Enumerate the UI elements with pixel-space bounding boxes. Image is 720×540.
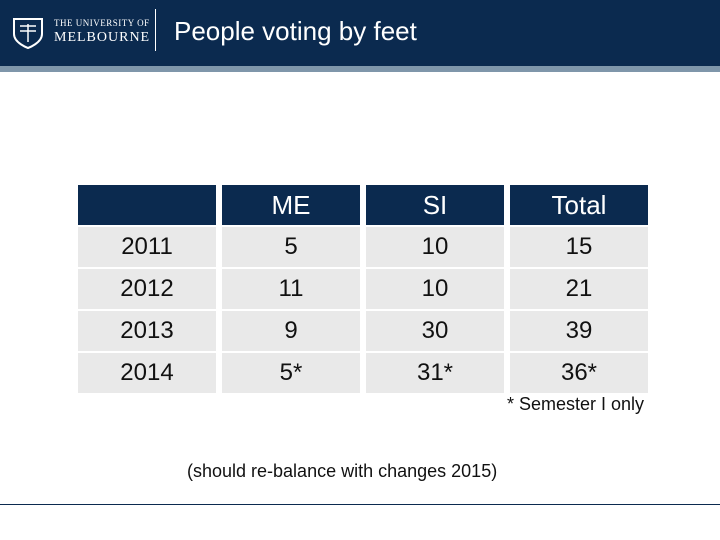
header-bar: THE UNIVERSITY OF MELBOURNE People votin… — [0, 0, 720, 66]
table-row: 2012 11 10 21 — [78, 268, 648, 311]
university-logo: THE UNIVERSITY OF MELBOURNE — [10, 12, 150, 54]
table-cell: 30 — [366, 310, 504, 353]
table-cell: 15 — [510, 226, 648, 269]
table-row: 2011 5 10 15 — [78, 226, 648, 269]
table-cell: 5* — [222, 352, 360, 395]
table-cell: 5 — [222, 226, 360, 269]
table-cell: 2014 — [78, 352, 216, 395]
table-cell: 2012 — [78, 268, 216, 311]
table-cell: 2011 — [78, 226, 216, 269]
column-header — [78, 185, 216, 227]
table-cell: 21 — [510, 268, 648, 311]
column-header: ME — [222, 185, 360, 227]
note-text: (should re-balance with changes 2015) — [187, 461, 498, 481]
voting-table: ME SI Total 2011 5 10 15 2012 11 10 21 2… — [78, 185, 648, 395]
bottom-rule — [0, 504, 720, 505]
table-cell: 2013 — [78, 310, 216, 353]
table-header-row: ME SI Total — [78, 185, 648, 227]
table-cell: 10 — [366, 226, 504, 269]
column-header: Total — [510, 185, 648, 227]
table-cell: 9 — [222, 310, 360, 353]
column-header: SI — [366, 185, 504, 227]
footnote: * Semester I only — [506, 394, 644, 414]
table-cell: 36* — [510, 352, 648, 395]
page-title: People voting by feet — [174, 16, 417, 46]
table-cell: 39 — [510, 310, 648, 353]
table-cell: 10 — [366, 268, 504, 311]
header-stripe — [0, 66, 720, 72]
logo-text-line2: MELBOURNE — [54, 30, 151, 45]
table-cell: 11 — [222, 268, 360, 311]
logo-text-line1: THE UNIVERSITY OF — [54, 18, 150, 28]
table-row: 2014 5* 31* 36* — [78, 352, 648, 395]
university-crest-icon — [13, 18, 43, 50]
table-row: 2013 9 30 39 — [78, 310, 648, 353]
table-cell: 31* — [366, 352, 504, 395]
header-divider — [155, 9, 156, 51]
